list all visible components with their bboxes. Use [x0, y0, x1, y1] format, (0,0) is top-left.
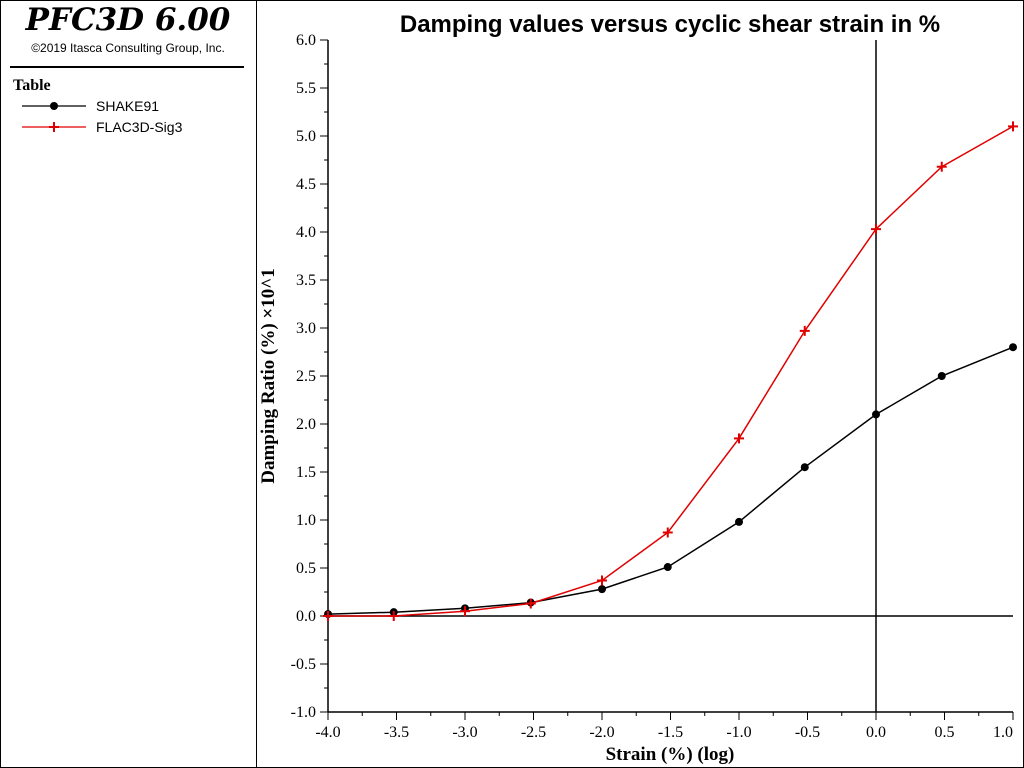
x-tick-label: -2.5 [521, 724, 546, 741]
y-tick-label: 5.5 [296, 80, 316, 97]
y-tick-label: 0.5 [296, 560, 316, 577]
y-tick-label: 3.5 [296, 272, 316, 289]
y-tick-label: 5.0 [296, 128, 316, 145]
data-point-shake91 [1009, 343, 1017, 352]
x-tick-label: -3.0 [452, 724, 477, 741]
app-title: PFC3D 6.00 [25, 2, 231, 38]
data-point-shake91 [598, 585, 606, 594]
legend-swatch-shake91 [22, 102, 86, 110]
legend-item-shake91: SHAKE91 [22, 98, 242, 114]
y-tick-label: 2.5 [296, 368, 316, 385]
legend-heading: Table [13, 77, 51, 94]
chart-title: Damping values versus cyclic shear strai… [400, 11, 940, 38]
x-tick-label: -1.5 [658, 724, 683, 741]
x-tick-label: 1.0 [993, 724, 1013, 741]
x-tick-label: 0.0 [866, 724, 886, 741]
x-tick-label: -1.0 [726, 724, 751, 741]
y-tick-label: 4.5 [296, 176, 316, 193]
y-tick-label: 6.0 [296, 32, 316, 49]
x-tick-label: 0.5 [935, 724, 955, 741]
data-point-flac3d-sig3 [460, 606, 470, 617]
x-axis-label: Strain (%) (log) [606, 744, 735, 765]
panel-divider [10, 66, 244, 68]
data-point-flac3d-sig3 [323, 611, 333, 621]
series-line-flac3d-sig3 [328, 125, 1014, 617]
y-tick-label: 4.0 [296, 224, 316, 241]
y-tick-label: -1.0 [291, 704, 316, 721]
data-point-shake91 [872, 410, 880, 419]
data-point-flac3d-sig3 [936, 161, 947, 172]
data-point-flac3d-sig3 [871, 224, 881, 235]
data-point-flac3d-sig3 [597, 575, 607, 586]
x-tick-label: -2.0 [589, 724, 614, 741]
legend-label-shake91: SHAKE91 [96, 98, 160, 114]
y-tick-label: -0.5 [291, 656, 316, 673]
data-point-shake91 [663, 563, 672, 572]
y-tick-label: 1.0 [296, 512, 316, 529]
y-tick-label: 1.5 [296, 464, 316, 481]
copyright-text: ©2019 Itasca Consulting Group, Inc. [31, 41, 225, 55]
data-point-shake91 [735, 517, 743, 526]
x-tick-label: -3.5 [384, 724, 409, 741]
legend-swatch-flac3d-sig3 [22, 122, 86, 132]
y-axis-label: Damping Ratio (%) ×10^1 [258, 268, 279, 484]
data-point-flac3d-sig3 [388, 611, 399, 621]
data-point-flac3d-sig3 [799, 325, 810, 336]
data-point-flac3d-sig3 [1008, 121, 1018, 132]
legend-label-flac3d-sig3: FLAC3D-Sig3 [96, 119, 183, 135]
x-tick-label: -0.5 [795, 724, 820, 741]
y-tick-label: 2.0 [296, 416, 316, 433]
y-tick-label: 3.0 [296, 320, 316, 337]
x-tick-label: -4.0 [315, 724, 340, 741]
legend-panel: PFC3D 6.00 ©2019 Itasca Consulting Group… [0, 0, 257, 768]
data-point-flac3d-sig3 [525, 598, 536, 609]
y-tick-label: 0.0 [296, 608, 316, 625]
data-point-shake91 [800, 463, 809, 472]
data-point-flac3d-sig3 [734, 433, 744, 444]
series-line-shake91 [327, 346, 1014, 615]
legend-item-flac3d-sig3: FLAC3D-Sig3 [22, 119, 242, 135]
data-point-shake91 [937, 372, 946, 380]
data-point-flac3d-sig3 [662, 527, 673, 538]
